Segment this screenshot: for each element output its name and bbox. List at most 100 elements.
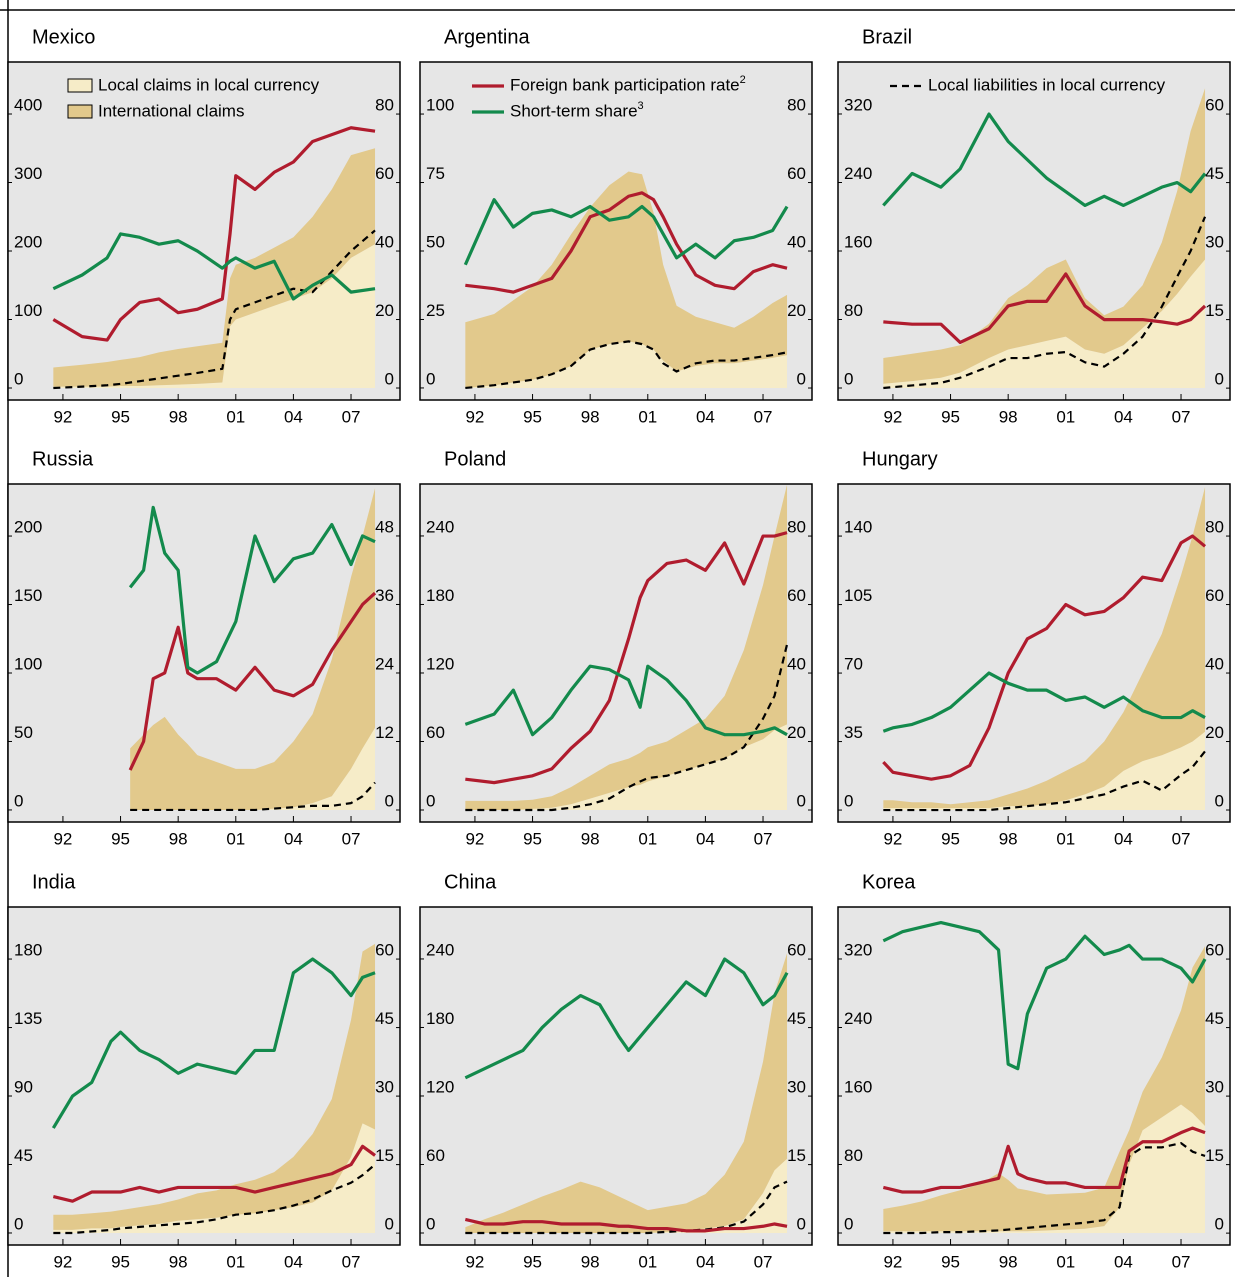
- panel: Russia 0 50 100 150 200 0 12 24 36 48 92 95 98 01 04 07: [7, 448, 401, 848]
- y-tick-label: 60: [426, 1146, 445, 1165]
- y-tick-label: 135: [14, 1009, 42, 1028]
- y-tick-label: 100: [14, 301, 42, 320]
- y2-tick-label: 20: [787, 301, 806, 320]
- y-tick-label: 105: [844, 586, 872, 605]
- line: [52, 232, 376, 301]
- plot-frame: [7, 483, 401, 823]
- area: [130, 727, 376, 810]
- x-tick-label: 04: [1114, 1252, 1133, 1271]
- panel-title: Mexico: [32, 26, 95, 48]
- y2-tick-label: 0: [1215, 791, 1224, 810]
- x-tick-label: 01: [226, 1252, 245, 1271]
- y2-tick-label: 80: [375, 96, 394, 115]
- line: [465, 191, 788, 294]
- panel-title: China: [444, 871, 497, 893]
- area: [465, 171, 788, 388]
- y-tick-label: 50: [14, 723, 33, 742]
- y2-tick-label: 30: [1205, 1078, 1224, 1097]
- area: [465, 724, 788, 811]
- x-tick-label: 98: [169, 829, 188, 848]
- y-tick-label: 240: [426, 940, 454, 959]
- area: [130, 488, 376, 810]
- x-tick-label: 07: [1172, 829, 1191, 848]
- y-tick-label: 100: [14, 654, 42, 673]
- y-tick-label: 180: [426, 1009, 454, 1028]
- legend-swatch: [67, 78, 93, 93]
- line: [882, 534, 1207, 781]
- x-tick-label: 98: [581, 1252, 600, 1271]
- y2-tick-label: 45: [787, 1009, 806, 1028]
- x-tick-label: 92: [53, 407, 72, 426]
- y-tick-label: 80: [844, 1146, 863, 1165]
- panel-title: Russia: [32, 448, 94, 470]
- y-tick-label: 0: [426, 1214, 435, 1233]
- legend-label: Local liabilities in local currency: [928, 75, 1166, 94]
- line: [465, 340, 788, 390]
- y-tick-label: 300: [14, 164, 42, 183]
- panel-title: Hungary: [862, 448, 938, 470]
- line: [883, 216, 1207, 390]
- panel-title: Poland: [444, 448, 506, 470]
- x-tick-label: 07: [754, 1252, 773, 1271]
- y2-tick-label: 40: [787, 233, 806, 252]
- plot-frame: [419, 483, 813, 823]
- line: [128, 505, 376, 675]
- plot-frame: [7, 906, 401, 1246]
- y2-tick-label: 60: [375, 941, 394, 960]
- y-tick-label: 150: [14, 586, 42, 605]
- x-tick-label: 98: [581, 407, 600, 426]
- x-tick-label: 04: [284, 829, 303, 848]
- x-tick-label: 07: [754, 407, 773, 426]
- panel: China 0 60 120 180 240 0 15 30 45 60 92 95 98 01 04 07: [419, 871, 813, 1271]
- y-tick-label: 0: [14, 791, 23, 810]
- y-tick-label: 0: [14, 1214, 23, 1233]
- x-tick-label: 07: [342, 1252, 361, 1271]
- line: [465, 531, 788, 785]
- panel-title: Argentina: [444, 26, 530, 48]
- y2-tick-label: 20: [1205, 723, 1224, 742]
- x-tick-label: 98: [169, 1252, 188, 1271]
- x-tick-label: 92: [465, 407, 484, 426]
- y-tick-label: 160: [844, 1077, 872, 1096]
- x-tick-label: 98: [999, 829, 1018, 848]
- legend-swatch: [67, 104, 93, 119]
- x-tick-label: 04: [284, 407, 303, 426]
- x-tick-label: 95: [523, 829, 542, 848]
- line: [882, 920, 1207, 1071]
- x-tick-label: 01: [226, 407, 245, 426]
- legend-label: Foreign bank participation rate2: [510, 74, 746, 95]
- x-tick-label: 07: [754, 829, 773, 848]
- y2-tick-label: 30: [787, 1078, 806, 1097]
- y2-tick-label: 0: [797, 1215, 806, 1234]
- line: [53, 229, 376, 390]
- line: [464, 957, 789, 1080]
- y2-tick-label: 0: [797, 369, 806, 388]
- y2-tick-label: 15: [1205, 301, 1224, 320]
- x-tick-label: 95: [941, 1252, 960, 1271]
- x-tick-label: 07: [1172, 1252, 1191, 1271]
- legend-label: Short-term share3: [510, 100, 644, 121]
- x-tick-label: 07: [1172, 407, 1191, 426]
- y2-tick-label: 15: [787, 1146, 806, 1165]
- x-tick-label: 98: [999, 407, 1018, 426]
- line: [883, 750, 1206, 812]
- y-tick-label: 75: [426, 164, 445, 183]
- panel-title: India: [32, 871, 76, 893]
- y-tick-label: 60: [426, 723, 445, 742]
- legend-label: Local claims in local currency: [98, 75, 320, 94]
- line: [883, 1141, 1206, 1235]
- y-tick-label: 200: [14, 232, 42, 251]
- x-tick-label: 92: [883, 829, 902, 848]
- line: [464, 664, 788, 737]
- x-tick-label: 92: [465, 829, 484, 848]
- panel: Hungary 0 35 70 105 140 0 20 40 60 80 92 95 98 01 04 07: [837, 448, 1231, 848]
- y-tick-label: 80: [844, 301, 863, 320]
- x-tick-label: 07: [342, 407, 361, 426]
- x-tick-label: 01: [226, 829, 245, 848]
- x-tick-label: 01: [638, 1252, 657, 1271]
- legend-note: 3: [638, 100, 644, 112]
- x-tick-label: 01: [1056, 1252, 1075, 1271]
- y-tick-label: 320: [844, 95, 872, 114]
- x-tick-label: 04: [696, 407, 715, 426]
- y2-tick-label: 15: [375, 1146, 394, 1165]
